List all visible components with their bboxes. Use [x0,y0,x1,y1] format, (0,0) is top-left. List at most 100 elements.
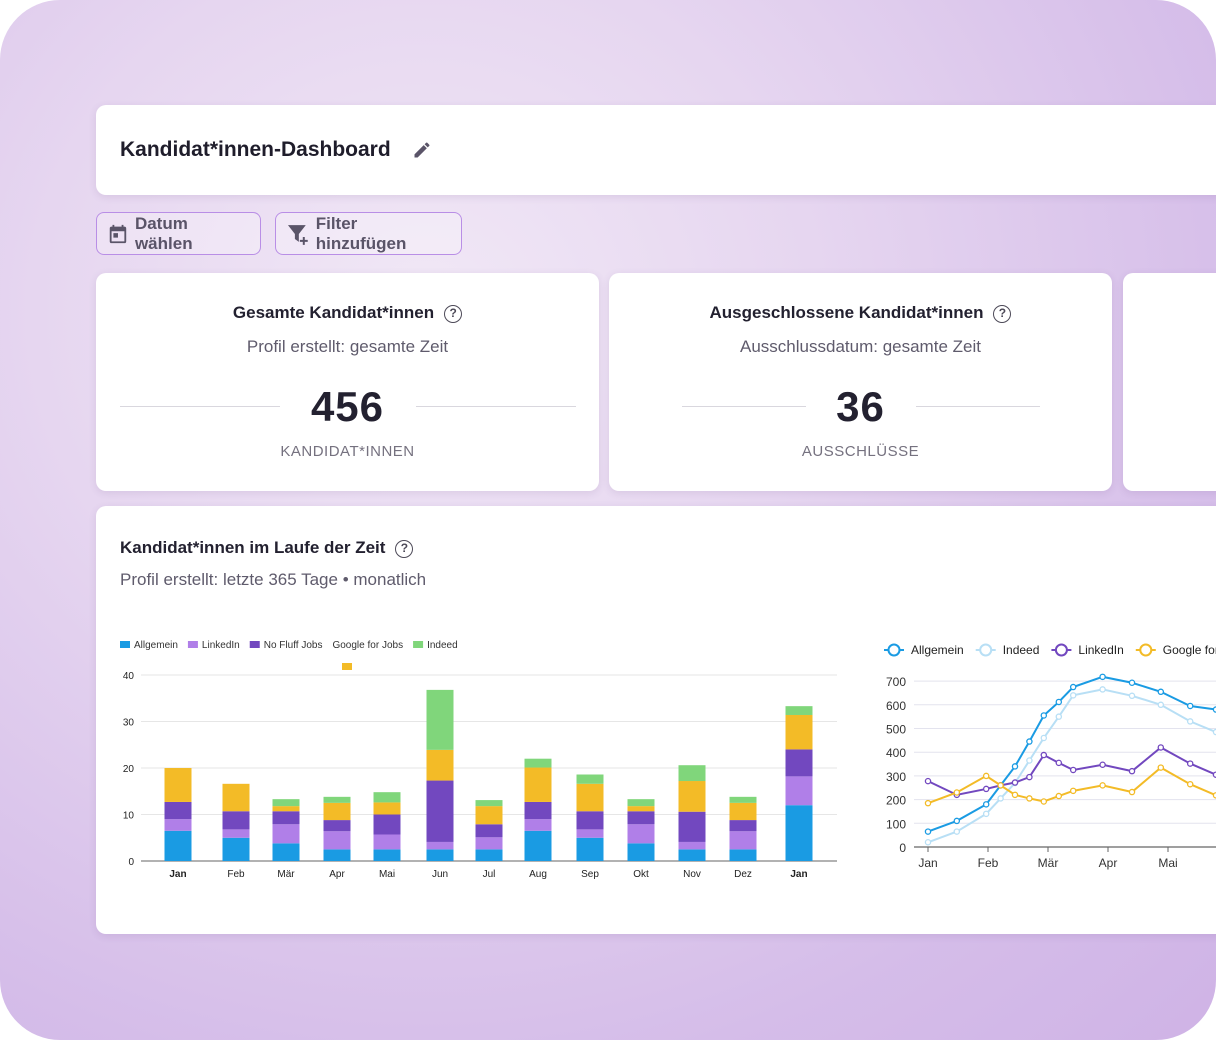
bar-segment-allgemein [164,830,192,861]
bar-segment-indeed [373,792,401,803]
data-point [982,785,990,793]
bar-segment-linkedin [272,824,300,844]
bar-segment-linkedin [475,837,503,850]
divider [120,406,280,407]
x-tick-label: Jan [790,869,807,880]
bar-segment-linkedin [785,776,813,806]
data-point [1099,673,1106,681]
data-point [1011,791,1019,799]
legend-label: LinkedIn [202,640,240,651]
kpi-card-total-candidates: Gesamte Kandidat*innen? Profil erstellt:… [96,273,599,491]
bar-segment-linkedin [373,834,401,850]
date-picker-label: Datum wählen [134,213,193,253]
x-tick-label: Jan [918,856,937,870]
bar-segment-google-for-jobs [475,806,503,825]
kpi-value: 36 [836,383,885,430]
data-point [1186,780,1194,788]
bar-segment-google-for-jobs [373,802,401,815]
line-series-allgemein [927,675,1216,833]
bar-segment-no-fluff-jobs [222,811,250,830]
data-point [1128,679,1136,687]
data-point [1186,702,1194,710]
bar-segment-allgemein [323,849,351,861]
legend-label: Indeed [1003,643,1040,657]
help-icon[interactable]: ? [395,539,414,558]
x-tick-label: Mai [379,869,395,880]
data-point [1157,764,1165,771]
help-icon[interactable]: ? [993,304,1012,323]
legend-swatch [249,641,260,648]
data-point [953,789,961,796]
data-point [1099,761,1106,769]
date-picker-button[interactable]: Datum wählen [96,212,261,255]
data-point [982,810,990,818]
data-point [1069,766,1077,774]
legend-label: Google for Jobs [332,640,403,651]
data-point [1157,701,1165,709]
bar-segment-no-fluff-jobs [576,811,604,830]
bar-segment-indeed [524,758,552,768]
data-point [997,782,1004,789]
data-point [1055,713,1063,720]
kpi-unit: KANDIDAT*INNEN [280,443,415,460]
x-tick-label: Jul [483,869,496,880]
bar-segment-no-fluff-jobs [678,811,706,842]
divider [416,406,576,407]
bar-segment-linkedin [323,831,351,850]
bar-segment-allgemein [524,830,552,861]
bar-segment-no-fluff-jobs [164,801,192,820]
bar-segment-indeed [627,799,655,807]
x-tick-label: Mär [277,869,295,880]
data-point [924,777,932,785]
legend-swatch [187,641,198,648]
x-tick-label: Jun [432,869,448,880]
data-point [1157,744,1165,751]
bar-segment-google-for-jobs [164,768,192,802]
legend-swatch [120,641,130,648]
bar-segment-indeed [729,796,757,803]
bar-segment-google-for-jobs [678,781,706,812]
bar-segment-google-for-jobs [785,714,813,750]
data-point [924,799,932,807]
bar-segment-indeed [323,796,351,803]
bar-segment-google-for-jobs [323,802,351,821]
bar-segment-allgemein [576,837,604,861]
data-point [1055,759,1063,767]
pencil-icon[interactable] [412,140,432,160]
bar-segment-google-for-jobs [222,783,250,812]
bar-segment-indeed [785,706,813,715]
x-tick-label: Aug [529,869,547,880]
legend-marker [979,643,993,657]
legend-marker [1054,643,1068,657]
data-point [1011,779,1019,786]
x-tick-label: Feb [227,869,245,880]
data-point [953,828,961,835]
data-point [997,795,1004,802]
y-tick-label: 700 [886,675,906,689]
help-icon[interactable]: ? [444,304,463,323]
y-tick-label: 200 [886,794,906,808]
bar-segment-no-fluff-jobs [373,814,401,835]
add-filter-button[interactable]: Filter hinzufügen [275,212,462,255]
bar-segment-no-fluff-jobs [729,820,757,832]
kpi-title: Gesamte Kandidat*innen [232,303,435,322]
x-tick-label: Sep [581,869,599,880]
kpi-unit: AUSSCHLÜSSE [801,443,920,460]
legend-label: Google for Jobs [1163,643,1216,657]
divider [682,406,806,407]
data-point [1040,751,1048,759]
bar-segment-no-fluff-jobs [272,811,300,825]
bar-segment-allgemein [627,843,655,861]
kpi-card-partial [1123,273,1216,491]
data-point [1011,763,1019,770]
y-tick-label: 300 [886,770,906,784]
bar-segment-linkedin [678,841,706,850]
legend-label: LinkedIn [1078,643,1123,657]
data-point [953,817,961,825]
data-point [924,839,932,846]
data-point [1026,795,1033,802]
bar-segment-no-fluff-jobs [475,824,503,838]
y-tick-label: 40 [123,671,135,682]
bar-segment-google-for-jobs [524,767,552,802]
bar-segment-indeed [475,800,503,807]
